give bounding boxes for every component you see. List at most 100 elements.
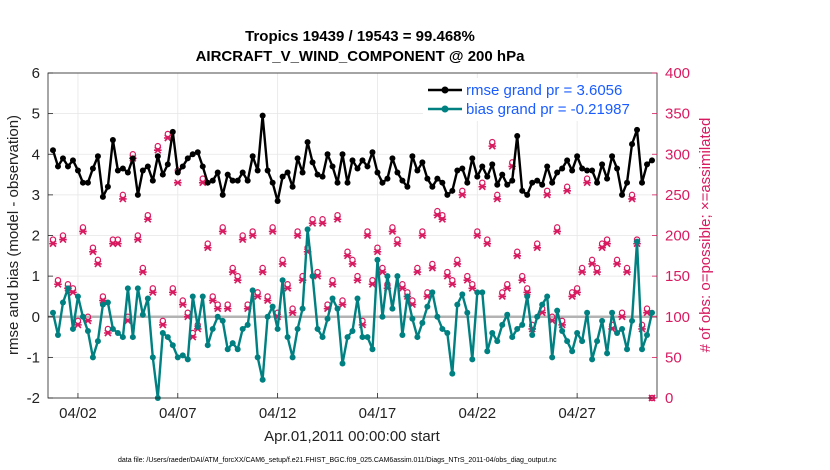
obs-possible-marker: [49, 236, 57, 243]
rmse-point: [544, 163, 551, 170]
rmse-point: [244, 177, 251, 184]
obs-assimilated-marker: [373, 248, 382, 256]
bias-point: [529, 332, 536, 339]
obs-assimilated-marker: [588, 260, 596, 268]
rmse-point: [274, 197, 281, 204]
bias-point: [384, 273, 391, 280]
y-tick-label: 4: [32, 146, 40, 163]
rmse-point: [219, 191, 226, 198]
obs-possible-marker: [264, 293, 271, 300]
bias-point: [269, 303, 276, 310]
rmse-point: [449, 187, 456, 194]
rmse-point: [419, 159, 426, 166]
obs-assimilated-marker: [168, 288, 177, 296]
rmse-point: [224, 171, 231, 178]
bias-point: [69, 325, 76, 332]
obs-assimilated-marker: [463, 276, 472, 284]
rmse-point: [114, 167, 121, 174]
data-file-footer: data file: /Users/raeder/DAI/ATM_forcXX/…: [118, 457, 557, 464]
rmse-point: [284, 169, 291, 176]
obs-assimilated-marker: [458, 191, 467, 199]
rmse-point: [294, 155, 301, 162]
rmse-point: [499, 171, 506, 178]
bias-point: [149, 354, 156, 361]
bias-point: [334, 305, 341, 312]
obs-possible-marker: [89, 244, 97, 251]
bias-point: [414, 334, 421, 341]
rmse-point: [59, 155, 66, 162]
bias-point: [624, 346, 631, 353]
obs-possible-marker: [139, 264, 147, 272]
bias-point: [354, 295, 361, 302]
bias-point: [229, 340, 236, 347]
obs-possible-marker: [618, 309, 626, 316]
bias-point: [89, 354, 96, 361]
rmse-point: [599, 161, 606, 168]
bias-point: [539, 301, 546, 308]
rmse-point: [639, 179, 646, 186]
rmse-point: [189, 151, 196, 158]
obs-assimilated-marker: [418, 231, 427, 240]
obs-assimilated-marker: [159, 321, 167, 329]
obs-assimilated-marker: [233, 276, 242, 284]
rmse-point: [489, 161, 496, 168]
rmse-point: [429, 183, 436, 190]
rmse-point: [374, 169, 381, 176]
obs-possible-marker: [389, 224, 396, 231]
rmse-point: [54, 163, 61, 170]
bias-point: [444, 330, 451, 336]
obs-possible-marker: [269, 224, 276, 231]
obs-assimilated-marker: [563, 187, 571, 195]
obs-assimilated-marker: [134, 235, 142, 244]
obs-possible-marker: [144, 211, 152, 219]
obs-possible-marker: [399, 281, 406, 288]
rmse-point: [444, 191, 451, 198]
bias-point: [169, 342, 176, 349]
obs-possible-marker: [543, 187, 551, 195]
bias-series: [49, 226, 656, 401]
bias-point: [329, 295, 336, 302]
obs-possible-marker: [469, 281, 476, 288]
bias-point: [244, 321, 251, 328]
rmse-point: [409, 153, 416, 160]
bias-point: [484, 348, 491, 355]
y-right-tick-label: 350: [665, 106, 690, 123]
bias-point: [159, 330, 166, 336]
obs-possible-marker: [489, 138, 496, 146]
rmse-point: [334, 179, 341, 186]
obs-assimilated-marker: [59, 235, 67, 244]
rmse-point: [109, 137, 116, 144]
rmse-point: [209, 177, 216, 184]
rmse-point: [349, 157, 356, 164]
obs-possible-marker: [99, 293, 107, 300]
obs-possible-marker: [623, 264, 631, 272]
obs-possible-marker: [254, 289, 261, 296]
obs-possible-marker: [464, 272, 471, 280]
obs-assimilated-marker: [543, 191, 551, 199]
y-right-tick-label: 400: [665, 65, 690, 82]
rmse-point: [264, 167, 271, 174]
rmse-point: [604, 175, 611, 182]
obs-possible-marker: [504, 281, 511, 288]
bias-point: [619, 325, 626, 332]
obs-assimilated-marker: [74, 321, 82, 329]
obs-possible-marker: [154, 142, 162, 150]
obs-assimilated-marker: [139, 268, 147, 276]
bias-point: [129, 334, 136, 341]
x-tick-label: 04/02: [59, 405, 97, 422]
rmse-point: [139, 167, 146, 174]
obs-assimilated-marker: [618, 313, 626, 321]
obs-assimilated-marker: [119, 195, 127, 203]
rmse-point: [504, 181, 511, 188]
bias-point: [369, 346, 376, 353]
obs-possible-marker: [334, 211, 341, 219]
rmse-point: [119, 165, 126, 172]
bias-point: [179, 352, 186, 359]
y-right-tick-label: 0: [665, 390, 673, 407]
bias-point: [489, 330, 496, 336]
obs-assimilated-marker: [378, 268, 387, 276]
rmse-point: [649, 157, 656, 164]
bias-point: [584, 309, 591, 316]
bias-point: [454, 301, 461, 308]
